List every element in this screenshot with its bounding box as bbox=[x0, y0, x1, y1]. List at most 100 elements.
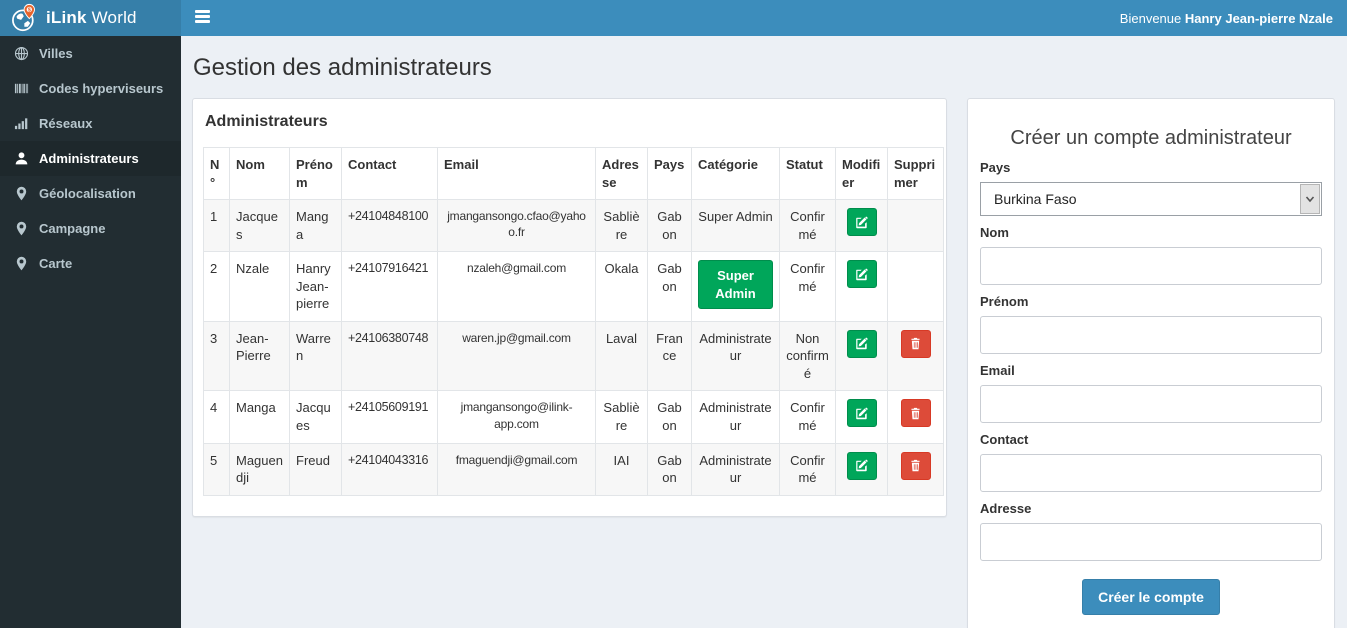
cell-pays: Gabon bbox=[647, 442, 692, 496]
cell-modifier bbox=[835, 199, 888, 253]
form-group-nom: Nom bbox=[980, 225, 1322, 285]
sidebar: Villes Codes hyperviseurs Réseaux Administr… bbox=[0, 36, 181, 628]
cell-prenom: Freud bbox=[289, 442, 342, 496]
app-logo[interactable]: $ iLink World bbox=[0, 0, 181, 36]
sidebar-item-villes[interactable]: Villes bbox=[0, 36, 181, 71]
signal-icon bbox=[14, 116, 29, 131]
sidebar-menu: Villes Codes hyperviseurs Réseaux Administr… bbox=[0, 36, 181, 281]
cell-prenom: Jacques bbox=[289, 390, 342, 444]
form-group-adresse: Adresse bbox=[980, 501, 1322, 561]
email-input[interactable] bbox=[980, 385, 1322, 423]
sidebar-item-label: Codes hyperviseurs bbox=[39, 81, 164, 96]
column-header-contact: Contact bbox=[341, 146, 438, 201]
user-icon bbox=[14, 151, 29, 166]
edit-button[interactable] bbox=[846, 329, 877, 358]
cell-prenom: Hanry Jean-pierre bbox=[289, 251, 342, 322]
column-header-no: N° bbox=[203, 146, 230, 201]
globe-pin-logo-icon: $ bbox=[10, 3, 38, 33]
sidebar-item-geolocalisation[interactable]: Géolocalisation bbox=[0, 176, 181, 211]
column-header-categorie: Catégorie bbox=[691, 146, 780, 201]
sidebar-item-carte[interactable]: Carte bbox=[0, 246, 181, 281]
sidebar-item-label: Réseaux bbox=[39, 116, 93, 131]
cell-supprimer bbox=[887, 320, 944, 392]
sidebar-item-label: Villes bbox=[39, 46, 73, 61]
map-marker-icon bbox=[14, 186, 29, 201]
edit-button[interactable] bbox=[846, 260, 877, 289]
welcome-text: Bienvenue Hanry Jean-pierre Nzale bbox=[1119, 10, 1333, 26]
column-header-adresse: Adresse bbox=[595, 146, 648, 201]
column-header-supprimer: Supprimer bbox=[887, 146, 944, 201]
app-title: iLink World bbox=[46, 8, 137, 27]
nom-label: Nom bbox=[980, 225, 1009, 240]
trash-icon bbox=[909, 407, 922, 420]
pays-select[interactable]: Burkina Faso bbox=[980, 182, 1322, 216]
pays-selected-value: Burkina Faso bbox=[994, 191, 1077, 207]
cell-categorie: Super Admin bbox=[691, 251, 780, 322]
main-content: Gestion des administrateurs Administrate… bbox=[181, 36, 1347, 628]
cell-email: jmangansongo@ilink-app.com bbox=[437, 390, 596, 444]
cell-modifier bbox=[835, 251, 888, 322]
column-header-prenom: Prénom bbox=[289, 146, 342, 201]
column-header-modifier: Modifier bbox=[835, 146, 888, 201]
table-row: 1 Jacques Manga +24104848100 jmangansongo.cf… bbox=[203, 199, 944, 253]
edit-button[interactable] bbox=[846, 208, 877, 237]
cell-categorie: Administrateur bbox=[691, 442, 780, 496]
cell-supprimer bbox=[887, 199, 944, 253]
cell-pays: Gabon bbox=[647, 390, 692, 444]
column-header-statut: Statut bbox=[779, 146, 836, 201]
hamburger-icon bbox=[195, 8, 210, 26]
delete-button[interactable] bbox=[900, 399, 931, 428]
cell-statut: Confirmé bbox=[779, 199, 836, 253]
cell-nom: Jacques bbox=[229, 199, 290, 253]
delete-button[interactable] bbox=[900, 329, 931, 358]
sidebar-item-reseaux[interactable]: Réseaux bbox=[0, 106, 181, 141]
form-group-email: Email bbox=[980, 363, 1322, 423]
cell-adresse: Okala bbox=[595, 251, 648, 322]
sidebar-item-codes-hyperviseurs[interactable]: Codes hyperviseurs bbox=[0, 71, 181, 106]
edit-icon bbox=[855, 459, 868, 472]
chevron-down-icon bbox=[1300, 184, 1320, 214]
nom-input[interactable] bbox=[980, 247, 1322, 285]
prenom-input[interactable] bbox=[980, 316, 1322, 354]
cell-no: 3 bbox=[203, 320, 230, 392]
edit-icon bbox=[855, 216, 868, 229]
super-admin-badge[interactable]: Super Admin bbox=[698, 260, 773, 310]
cell-adresse: Sablière bbox=[595, 390, 648, 444]
edit-icon bbox=[855, 337, 868, 350]
sidebar-item-administrateurs[interactable]: Administrateurs bbox=[0, 141, 181, 176]
sidebar-item-label: Carte bbox=[39, 256, 73, 271]
cell-prenom: Warren bbox=[289, 320, 342, 392]
navbar: Bienvenue Hanry Jean-pierre Nzale bbox=[181, 0, 1347, 36]
column-header-pays: Pays bbox=[647, 146, 692, 201]
cell-adresse: IAI bbox=[595, 442, 648, 496]
edit-button[interactable] bbox=[846, 451, 877, 480]
delete-button[interactable] bbox=[900, 451, 931, 480]
cell-modifier bbox=[835, 320, 888, 392]
cell-email: fmaguendji@gmail.com bbox=[437, 442, 596, 496]
top-bar: $ iLink World Bienvenue Hanry Jean-pierr… bbox=[0, 0, 1347, 36]
contact-label: Contact bbox=[980, 432, 1029, 447]
cell-prenom: Manga bbox=[289, 199, 342, 253]
cell-modifier bbox=[835, 442, 888, 496]
trash-icon bbox=[909, 459, 922, 472]
administrators-panel-title: Administrateurs bbox=[205, 113, 328, 130]
adresse-input[interactable] bbox=[980, 523, 1322, 561]
cell-nom: Nzale bbox=[229, 251, 290, 322]
table-row: 4 Manga Jacques +24105609191 jmangansongo@il… bbox=[203, 390, 944, 444]
cell-nom: Jean-Pierre bbox=[229, 320, 290, 392]
edit-button[interactable] bbox=[846, 399, 877, 428]
cell-no: 4 bbox=[203, 390, 230, 444]
create-account-button[interactable]: Créer le compte bbox=[1082, 579, 1220, 615]
sidebar-item-campagne[interactable]: Campagne bbox=[0, 211, 181, 246]
cell-email: jmangansongo.cfao@yahoo.fr bbox=[437, 199, 596, 253]
contact-input[interactable] bbox=[980, 454, 1322, 492]
sidebar-toggle-button[interactable] bbox=[181, 0, 224, 36]
cell-nom: Manga bbox=[229, 390, 290, 444]
cell-contact: +24105609191 bbox=[341, 390, 438, 444]
cell-statut: Confirmé bbox=[779, 251, 836, 322]
sidebar-item-label: Géolocalisation bbox=[39, 186, 136, 201]
cell-nom: Maguendji bbox=[229, 442, 290, 496]
cell-pays: France bbox=[647, 320, 692, 392]
table-row: 2 Nzale Hanry Jean-pierre +24107916421 nzale… bbox=[203, 251, 944, 322]
edit-icon bbox=[855, 268, 868, 281]
